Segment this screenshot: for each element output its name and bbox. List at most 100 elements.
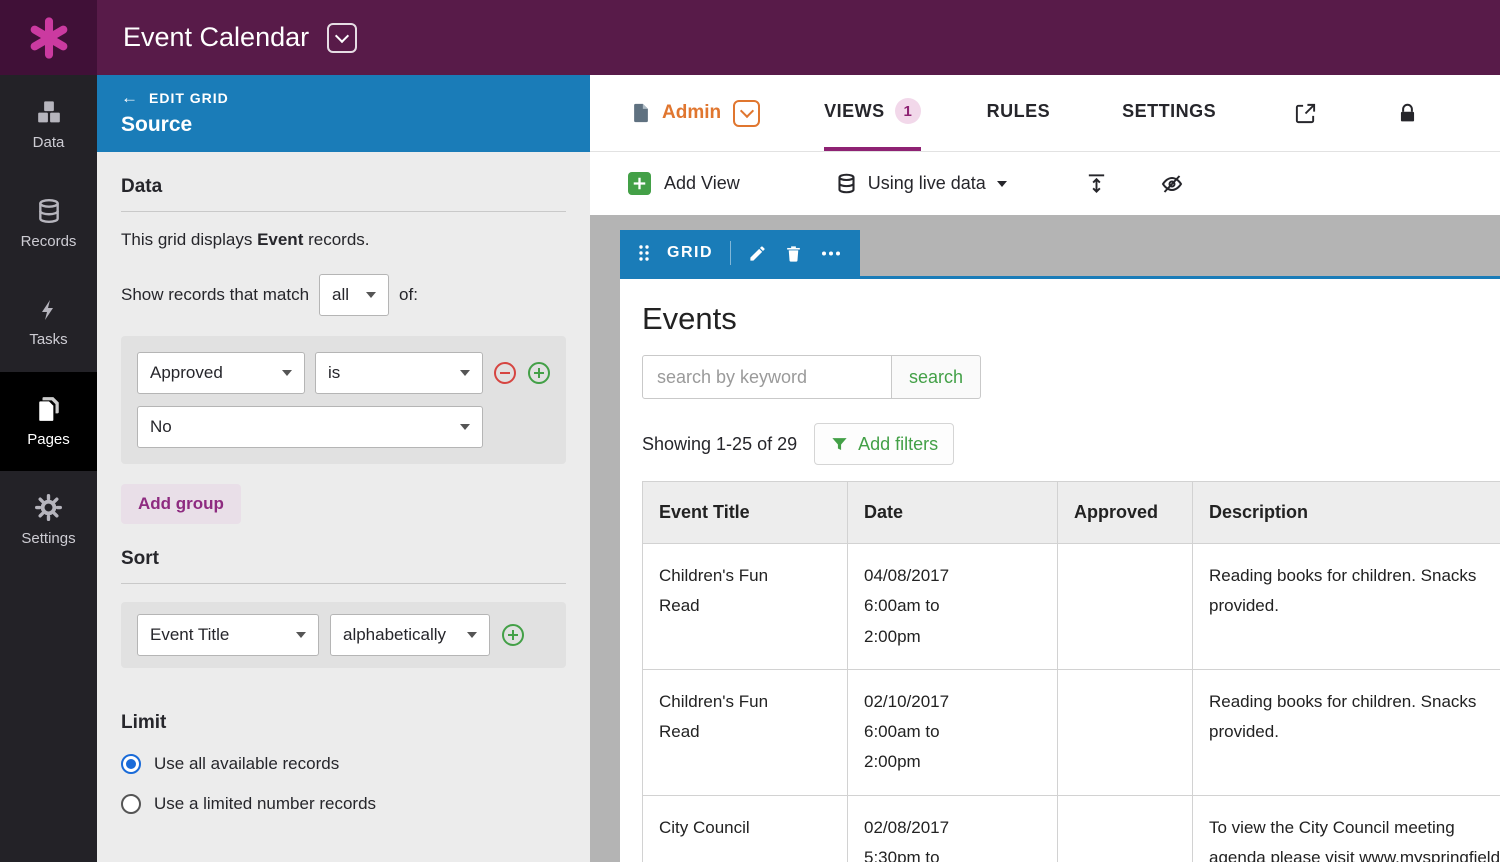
filter-operator-value: is: [328, 363, 341, 382]
sort-group: Event Title alphabetically: [121, 602, 566, 668]
column-header-date[interactable]: Date: [847, 481, 1058, 544]
sidebar-item-records[interactable]: Records: [0, 174, 97, 273]
page-icon: [630, 100, 652, 126]
page-menu-button[interactable]: [733, 99, 761, 127]
filter-operator-select[interactable]: is: [315, 352, 483, 394]
tab-views-label: VIEWS: [824, 100, 885, 121]
cell-approved: [1057, 794, 1193, 862]
tab-settings[interactable]: SETTINGS: [1122, 75, 1216, 151]
caret-down-icon: [996, 180, 1007, 187]
grid-description-prefix: This grid displays: [121, 230, 258, 249]
chevron-down-icon: [460, 370, 470, 376]
database-icon: [836, 173, 857, 194]
asterisk-logo-icon: [28, 16, 70, 59]
tab-rules[interactable]: RULES: [987, 75, 1051, 151]
filter-group: Approved is: [121, 336, 566, 464]
sidebar-item-settings[interactable]: Settings: [0, 471, 97, 570]
sidebar-item-pages[interactable]: Pages: [0, 372, 97, 471]
table-header-row: Event Title Date Approved Description: [642, 481, 1500, 544]
filter-value: No: [150, 417, 172, 436]
sort-direction-value: alphabetically: [343, 625, 447, 644]
cell-event-title: City Council: [642, 794, 848, 862]
search-input[interactable]: [642, 355, 892, 399]
app-logo[interactable]: [0, 0, 97, 75]
sort-field-select[interactable]: Event Title: [137, 614, 319, 656]
chevron-down-icon: [467, 632, 477, 638]
chevron-down-icon: [282, 370, 292, 376]
drag-handle-icon[interactable]: [638, 244, 650, 262]
match-rule-row: Show records that match all of:: [121, 274, 566, 316]
grid-description: This grid displays Event records.: [121, 230, 566, 250]
database-icon: [36, 198, 62, 224]
sidebar-item-label: Pages: [27, 430, 70, 448]
cell-description: To view the City Council meeting agenda …: [1192, 794, 1500, 862]
data-section-heading: Data: [121, 152, 566, 212]
add-view-label: Add View: [664, 173, 740, 193]
sidebar-item-tasks[interactable]: Tasks: [0, 273, 97, 372]
tab-rules-label: RULES: [986, 100, 1051, 121]
edit-view-icon[interactable]: [748, 244, 767, 263]
more-options-icon[interactable]: [820, 244, 842, 263]
views-count-badge: 1: [894, 98, 921, 124]
toolbar-divider: [730, 241, 731, 265]
grid-view: Events search Showing 1-25 of 29 Add fil…: [620, 276, 1500, 862]
app-header: Event Calendar: [0, 0, 1500, 75]
match-select-value: all: [332, 285, 350, 304]
panel-title: Source: [121, 113, 193, 136]
adjust-height-icon[interactable]: [1085, 172, 1108, 195]
pages-icon: [36, 396, 62, 422]
column-header-event-title[interactable]: Event Title: [642, 481, 848, 544]
showing-count: Showing 1-25 of 29: [642, 433, 798, 454]
match-label: Show records that match: [121, 285, 310, 304]
search-button[interactable]: search: [892, 355, 982, 399]
column-header-approved[interactable]: Approved: [1057, 481, 1193, 544]
cell-date: 04/08/2017 6:00am to 2:00pm: [847, 543, 1058, 670]
data-cubes-icon: [36, 99, 62, 125]
grid-widget-toolbar: GRID: [620, 230, 860, 276]
add-view-button[interactable]: Add View: [628, 172, 740, 195]
tab-views[interactable]: VIEWS 1: [824, 75, 921, 151]
filter-value-select[interactable]: No: [137, 406, 483, 448]
sidebar-item-label: Data: [32, 133, 65, 151]
gear-icon: [35, 494, 62, 521]
grid-description-suffix: records.: [303, 230, 370, 249]
hide-preview-icon[interactable]: [1160, 172, 1184, 196]
app-menu-button[interactable]: [327, 22, 358, 53]
sort-direction-select[interactable]: alphabetically: [330, 614, 490, 656]
remove-rule-button[interactable]: [493, 361, 517, 385]
add-sort-button[interactable]: [501, 623, 525, 647]
grid-widget-label: GRID: [667, 244, 713, 261]
filter-field-value: Approved: [150, 363, 223, 382]
events-table: Event Title Date Approved Description Ch…: [642, 481, 1500, 862]
add-rule-button[interactable]: [527, 361, 551, 385]
cell-description: Reading books for children. Snacks provi…: [1192, 668, 1500, 796]
back-arrow-icon: ←: [121, 88, 139, 107]
add-group-button[interactable]: Add group: [121, 484, 241, 524]
open-page-icon[interactable]: [1294, 102, 1317, 125]
live-data-toggle[interactable]: Using live data: [836, 173, 1007, 194]
lock-icon[interactable]: [1397, 102, 1418, 125]
chevron-down-icon: [296, 632, 306, 638]
back-button[interactable]: ← EDIT GRID: [121, 88, 566, 108]
delete-view-icon[interactable]: [784, 244, 803, 263]
table-row: Children's Fun Read 02/10/2017 6:00am to…: [642, 668, 1500, 796]
sidebar-item-data[interactable]: Data: [0, 75, 97, 174]
filter-field-select[interactable]: Approved: [137, 352, 305, 394]
cell-date: 02/08/2017 5:30pm to 7:00pm: [847, 794, 1058, 862]
limit-option-limited[interactable]: Use a limited number records: [121, 794, 566, 814]
filter-value-row: No: [137, 406, 550, 448]
source-panel-header: ← EDIT GRID Source: [97, 75, 590, 152]
tab-settings-label: SETTINGS: [1122, 100, 1217, 121]
add-filters-button[interactable]: Add filters: [814, 423, 955, 465]
page-name[interactable]: Admin: [662, 102, 722, 123]
limit-option-all[interactable]: Use all available records: [121, 754, 566, 774]
sort-section-heading: Sort: [121, 524, 566, 584]
match-select[interactable]: all: [319, 274, 390, 316]
filter-rule-row: Approved is: [137, 352, 550, 394]
source-panel: ← EDIT GRID Source Data This grid displa…: [97, 75, 590, 862]
table-row: Children's Fun Read 04/08/2017 6:00am to…: [642, 543, 1500, 670]
radio-icon: [121, 794, 141, 814]
column-header-description[interactable]: Description: [1192, 481, 1500, 544]
sort-field-value: Event Title: [150, 625, 230, 644]
